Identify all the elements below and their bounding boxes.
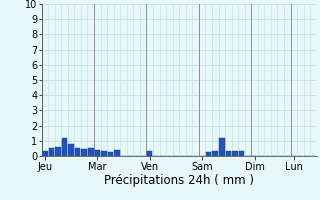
Bar	[212, 151, 218, 156]
Bar	[101, 151, 107, 156]
Bar	[219, 138, 225, 156]
X-axis label: Précipitations 24h ( mm ): Précipitations 24h ( mm )	[104, 174, 254, 187]
Bar	[226, 151, 231, 156]
Bar	[49, 148, 54, 156]
Bar	[68, 144, 74, 156]
Bar	[114, 150, 120, 156]
Bar	[62, 138, 67, 156]
Bar	[239, 151, 244, 156]
Bar	[108, 152, 113, 156]
Bar	[147, 151, 153, 156]
Bar	[206, 152, 212, 156]
Bar	[88, 148, 93, 156]
Bar	[42, 151, 48, 156]
Bar	[55, 147, 61, 156]
Bar	[94, 150, 100, 156]
Bar	[81, 149, 87, 156]
Bar	[75, 148, 80, 156]
Bar	[232, 151, 238, 156]
